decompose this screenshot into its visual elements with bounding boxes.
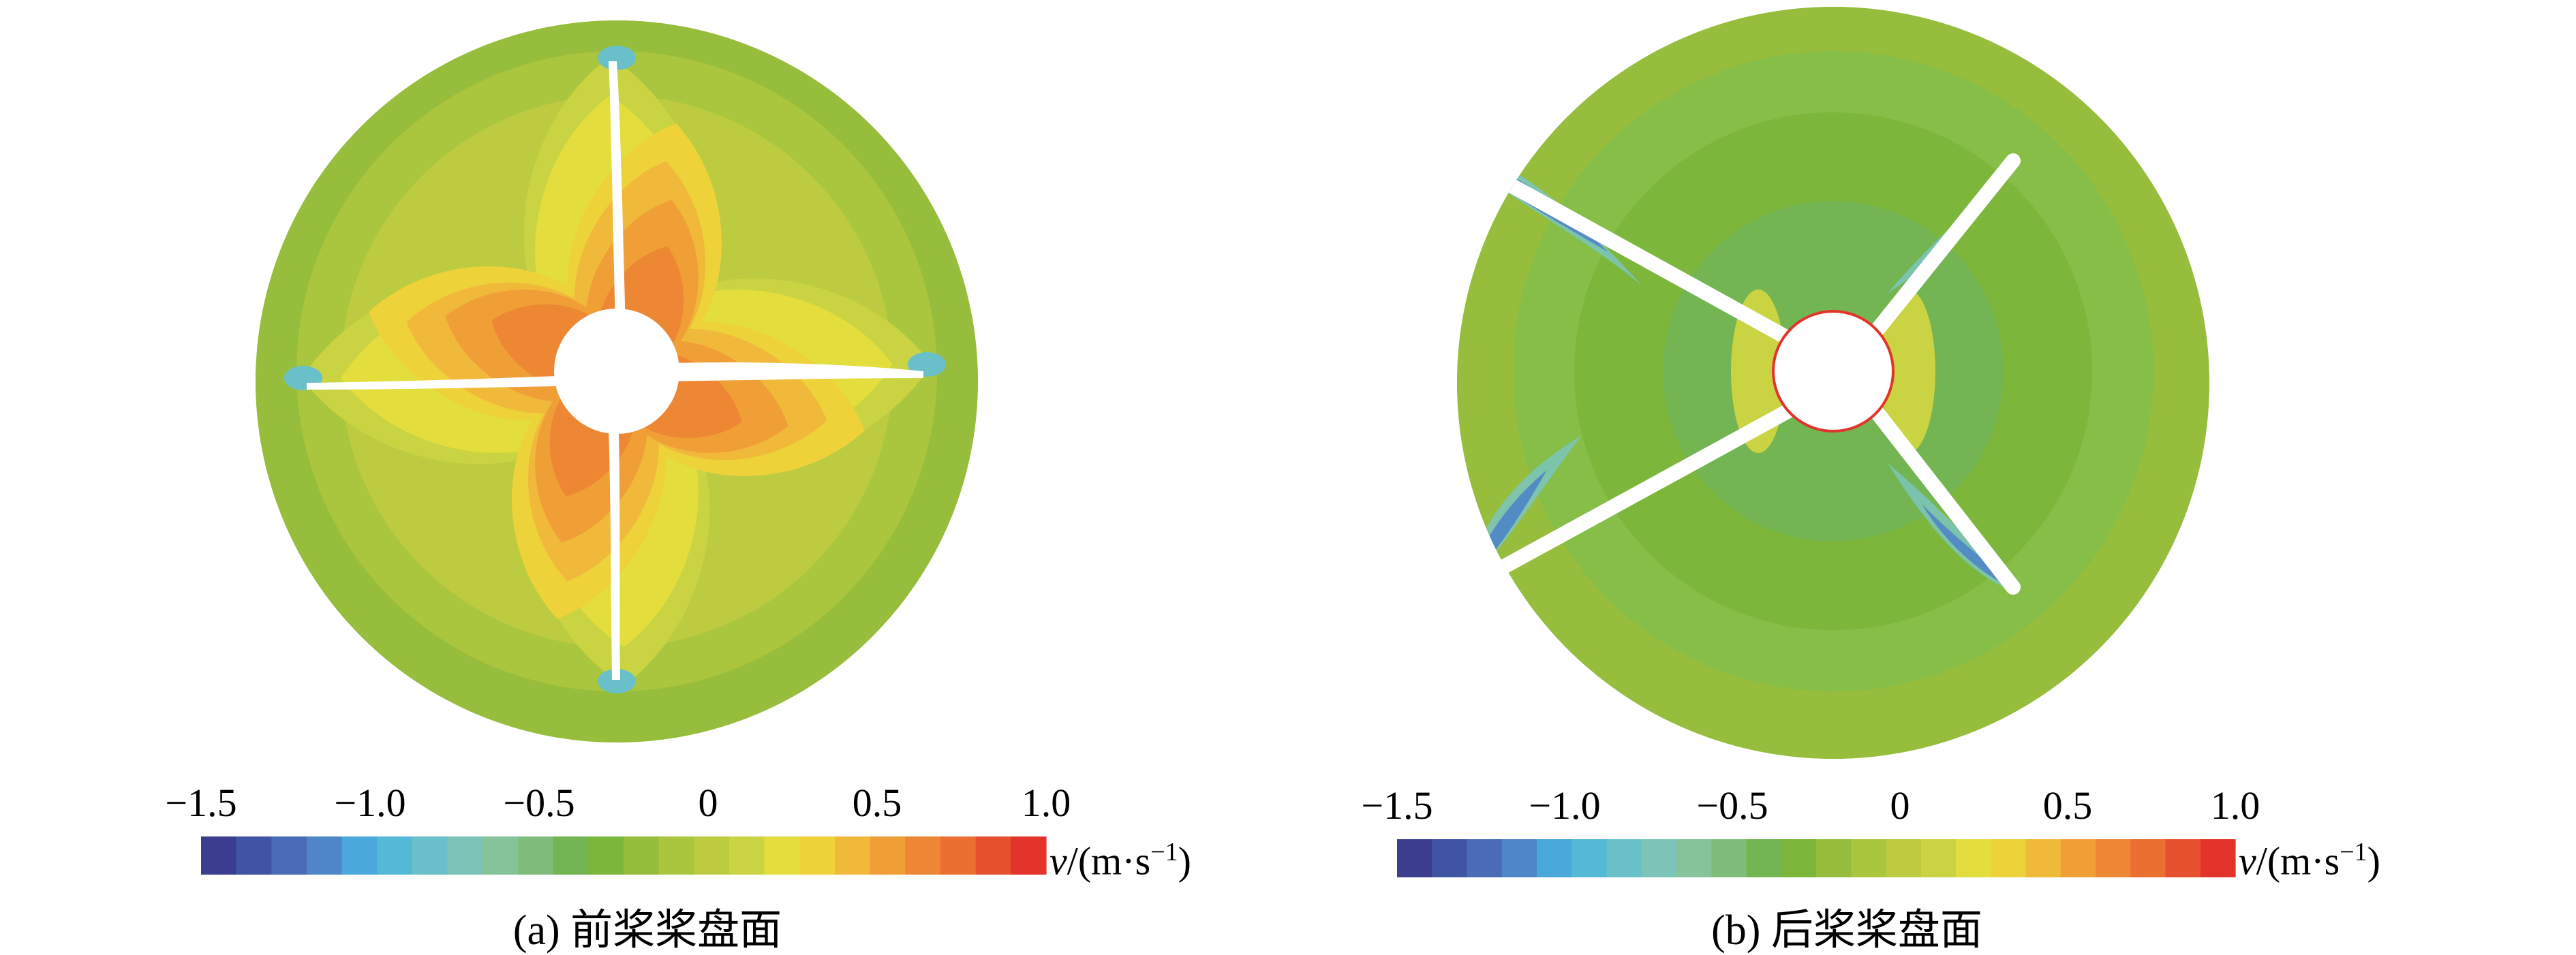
- colorbar-tick-label: 0.5: [852, 781, 902, 825]
- colorbar-swatch: [1956, 839, 1991, 877]
- colorbar-swatch: [2165, 839, 2201, 877]
- colorbar-swatch: [518, 836, 554, 875]
- contour-plot-rear-propeller: [1397, 7, 2236, 877]
- colorbar-swatch: [236, 836, 272, 875]
- blade: [307, 373, 617, 390]
- colorbar-swatch: [1467, 839, 1503, 877]
- colorbar-swatch: [341, 836, 378, 875]
- colorbar: [1397, 839, 2236, 877]
- colorbar-swatch: [2130, 839, 2166, 877]
- colorbar-tick-label: −0.5: [503, 781, 575, 825]
- tip-vortex-spot: [908, 352, 946, 377]
- colorbar-swatch: [1011, 836, 1047, 875]
- colorbar-swatch: [1711, 839, 1747, 877]
- colorbar-swatch: [905, 836, 941, 875]
- colorbar-unit-label: v/(m·s−1): [2239, 838, 2380, 883]
- colorbar-swatch: [1991, 839, 2027, 877]
- colorbar-swatch: [2025, 839, 2061, 877]
- colorbar: [201, 836, 1047, 875]
- colorbar-swatch: [377, 836, 413, 875]
- colorbar-swatch: [1432, 839, 1468, 877]
- colorbar-tick-label: −1.0: [334, 781, 406, 825]
- colorbar-swatch: [975, 836, 1011, 875]
- colorbar-tick-label: −1.5: [1361, 783, 1433, 828]
- colorbar-swatch: [835, 836, 871, 875]
- colorbar-swatch: [412, 836, 448, 875]
- colorbar-swatch: [1501, 839, 1537, 877]
- colorbar-swatch: [658, 836, 694, 875]
- colorbar-swatch: [2060, 839, 2096, 877]
- colorbar-swatch: [588, 836, 624, 875]
- blade: [1867, 153, 2021, 341]
- tip-vortex-spot: [598, 669, 636, 693]
- blade: [1459, 401, 1800, 595]
- colorbar-unit-label: v/(m·s−1): [1049, 838, 1191, 883]
- colorbar-swatch: [870, 836, 906, 875]
- colorbar-swatch: [2200, 839, 2236, 877]
- colorbar-swatch: [1606, 839, 1642, 877]
- contour-plot-front-propeller: [201, 20, 1047, 875]
- colorbar-swatch: [1397, 839, 1432, 877]
- blade: [1459, 153, 1800, 348]
- colorbar-swatch: [1676, 839, 1712, 877]
- blade: [607, 371, 620, 680]
- colorbar-swatch: [1886, 839, 1922, 877]
- colorbar-swatch: [482, 836, 519, 875]
- colorbar-tick-label: 0: [1890, 783, 1910, 828]
- colorbar-swatch: [624, 836, 660, 875]
- colorbar-tick-label: 0.5: [2042, 783, 2093, 828]
- caption: (a) 前桨桨盘面: [512, 907, 782, 954]
- colorbar-swatch: [553, 836, 589, 875]
- low-velocity-wake: [1888, 155, 2013, 293]
- colorbar-swatch: [1781, 839, 1817, 877]
- colorbar-swatch: [694, 836, 730, 875]
- colorbar-swatch: [1816, 839, 1852, 877]
- hub: [554, 309, 679, 434]
- blade: [617, 362, 923, 381]
- colorbar-swatch: [1920, 839, 1957, 877]
- blade: [609, 61, 627, 371]
- colorbar-swatch: [729, 836, 765, 875]
- panel-b: −1.5 −1.0 −0.5 0 0.5 1.0 v/(m·s−1) (b) 后桨桨盘面: [1288, 0, 2576, 955]
- tip-vortex-spot: [598, 46, 636, 70]
- colorbar-swatch: [201, 836, 237, 875]
- colorbar-swatch: [1537, 839, 1572, 877]
- colorbar-swatch: [764, 836, 800, 875]
- hub: [1772, 310, 1895, 433]
- colorbar-swatch: [2096, 839, 2131, 877]
- contour-band: [1881, 289, 1935, 453]
- colorbar-tick-label: −1.5: [165, 781, 237, 825]
- blade: [1867, 401, 2021, 595]
- colorbar-tick-label: 0: [698, 781, 718, 825]
- colorbar-tick-label: 1.0: [1021, 781, 1071, 825]
- colorbar-swatch: [271, 836, 307, 875]
- colorbar-tick-label: 1.0: [2210, 783, 2260, 828]
- colorbar-tick-label: −1.0: [1529, 783, 1601, 828]
- panel-a: −1.5 −1.0 −0.5 0 0.5 1.0 v/(m·s−1) (a) 前桨桨盘面: [165, 20, 1191, 954]
- colorbar-swatch: [307, 836, 343, 875]
- colorbar-swatch: [799, 836, 835, 875]
- colorbar-swatch: [447, 836, 483, 875]
- caption: (b) 后桨桨盘面: [1711, 907, 1982, 954]
- colorbar-swatch: [1746, 839, 1782, 877]
- colorbar-swatch: [940, 836, 977, 875]
- colorbar-tick-label: −0.5: [1696, 783, 1768, 828]
- colorbar-swatch: [1641, 839, 1677, 877]
- colorbar-swatch: [1851, 839, 1887, 877]
- colorbar-swatch: [1571, 839, 1608, 877]
